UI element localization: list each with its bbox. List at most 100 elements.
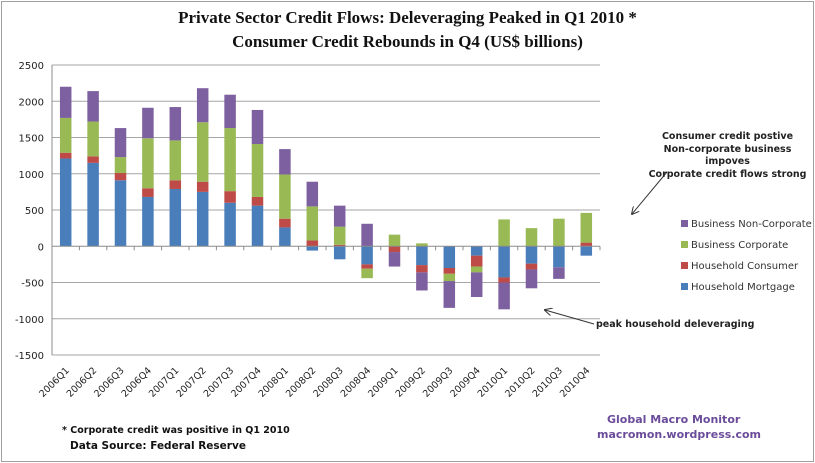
- bar-segment-household-consumer: [59, 152, 72, 159]
- bar-segment-household-mortgage: [279, 227, 291, 247]
- y-tick-label: 2000: [19, 97, 44, 108]
- legend-swatch: [681, 283, 688, 290]
- bar-segment-household-consumer: [361, 264, 373, 269]
- annotation-arrows: [545, 171, 668, 325]
- bar-segment-household-mortgage: [169, 188, 182, 247]
- y-tick-label: 0: [38, 242, 44, 253]
- legend-swatch: [681, 262, 688, 269]
- bar-segment-household-consumer: [525, 263, 538, 270]
- gridlines: [52, 64, 600, 356]
- bar-segment-business-non-corporate: [525, 269, 538, 289]
- bar-segment-household-consumer: [580, 242, 593, 247]
- bar-segment-business-non-corporate: [416, 272, 428, 291]
- bar-segment-business-non-corporate: [224, 94, 236, 129]
- y-tick-label: -1500: [15, 351, 44, 362]
- bar-segment-business-corporate: [470, 266, 483, 273]
- bar-segment-business-corporate: [388, 234, 401, 247]
- bar-segment-business-non-corporate: [251, 109, 264, 145]
- x-tick-labels: 2006Q12006Q22006Q32006Q42007Q12007Q22007…: [37, 365, 592, 399]
- bar-segment-business-corporate: [142, 138, 154, 189]
- bar-segment-household-mortgage: [59, 158, 72, 247]
- x-tick-label: 2010Q4: [558, 365, 592, 399]
- legend-swatch: [681, 220, 688, 227]
- bar-segment-business-non-corporate: [388, 252, 401, 267]
- bar-segment-household-mortgage: [470, 246, 483, 256]
- legend-label: Household Consumer: [691, 261, 799, 272]
- bar-segment-household-mortgage: [553, 246, 565, 268]
- bar-segment-household-mortgage: [251, 205, 264, 247]
- bar-segment-business-non-corporate: [169, 107, 182, 141]
- legend-swatch: [681, 241, 688, 248]
- bar-segment-household-consumer: [416, 265, 428, 273]
- brand-name: Global Macro Monitor: [607, 413, 741, 426]
- bar-segment-business-corporate: [196, 122, 209, 182]
- bar-segment-business-non-corporate: [114, 128, 127, 158]
- legend-item: Business Corporate: [681, 240, 788, 251]
- bar-segment-business-non-corporate: [142, 107, 154, 139]
- chart-title: Private Sector Credit Flows: Deleveragin…: [178, 8, 637, 27]
- bar-segment-household-consumer: [87, 156, 99, 163]
- bar-segment-business-corporate: [87, 121, 99, 157]
- bar-segment-household-consumer: [388, 246, 401, 253]
- annotation-peak-deleveraging: peak household deleveraging: [596, 319, 755, 330]
- bar-segment-business-corporate: [279, 174, 291, 219]
- bar-segment-business-non-corporate: [361, 223, 373, 247]
- y-tick-label: 1000: [19, 170, 44, 181]
- bar-segment-business-corporate: [553, 218, 565, 247]
- bar-segment-business-corporate: [169, 140, 182, 181]
- bar-segment-household-mortgage: [416, 246, 428, 266]
- bar-segment-household-consumer: [470, 255, 483, 267]
- y-tick-labels: 2500 2000 1500 1000 500 0 -500 -1000 -1500: [15, 61, 44, 362]
- legend-label: Household Mortgage: [691, 282, 795, 293]
- legend-item: Business Non-Corporate: [681, 219, 812, 230]
- bar-segment-household-mortgage: [498, 246, 510, 278]
- bar-segment-business-corporate: [306, 206, 319, 241]
- brand-url[interactable]: macromon.wordpress.com: [597, 428, 762, 441]
- bar-segment-business-corporate: [498, 219, 510, 247]
- bar-segment-household-consumer: [251, 196, 264, 206]
- bar-segment-business-corporate: [114, 157, 127, 174]
- footnote: * Corporate credit was positive in Q1 20…: [62, 425, 290, 436]
- bar-segment-household-mortgage: [196, 191, 209, 247]
- bar-segment-household-consumer: [114, 173, 127, 181]
- bars: [59, 86, 593, 310]
- bar-segment-business-corporate: [580, 212, 593, 243]
- y-tick-label: -500: [21, 279, 44, 290]
- bar-segment-business-corporate: [224, 128, 236, 192]
- bar-segment-business-corporate: [416, 243, 428, 247]
- bar-segment-business-non-corporate: [470, 272, 483, 297]
- arrow-icon: [632, 171, 668, 214]
- bar-segment-household-consumer: [333, 244, 346, 247]
- legend: Business Non-Corporate Business Corporate…: [681, 219, 812, 293]
- bar-segment-business-non-corporate: [59, 86, 72, 118]
- bar-segment-household-consumer: [169, 180, 182, 189]
- bar-segment-household-mortgage: [443, 246, 456, 268]
- bar-segment-household-consumer: [224, 191, 236, 203]
- bar-segment-business-corporate: [251, 144, 264, 197]
- legend-label: Business Non-Corporate: [691, 219, 812, 230]
- axes: [51, 65, 601, 355]
- bar-segment-household-consumer: [443, 268, 456, 274]
- data-source: Data Source: Federal Reserve: [70, 440, 246, 452]
- bar-segment-household-mortgage: [142, 196, 154, 247]
- bar-segment-business-non-corporate: [196, 88, 209, 123]
- bar-segment-business-non-corporate: [443, 281, 456, 308]
- y-tick-label: 2500: [19, 61, 44, 72]
- bar-segment-household-consumer: [279, 218, 291, 228]
- bar-segment-business-corporate: [443, 273, 456, 282]
- bar-segment-business-corporate: [361, 268, 373, 279]
- bar-segment-household-mortgage: [114, 180, 127, 247]
- annotation-line: Non-corporate business impoves: [663, 143, 792, 168]
- bar-segment-household-mortgage: [580, 246, 593, 256]
- bar-segment-business-non-corporate: [279, 149, 291, 175]
- bar-segment-household-consumer: [142, 188, 154, 197]
- bar-segment-business-non-corporate: [333, 205, 346, 227]
- bar-segment-business-corporate: [525, 228, 538, 247]
- bar-segment-business-corporate: [59, 117, 72, 153]
- bar-segment-household-mortgage: [333, 246, 346, 260]
- arrow-icon: [545, 310, 595, 325]
- legend-item: Household Mortgage: [681, 282, 795, 293]
- bar-segment-business-non-corporate: [553, 267, 565, 279]
